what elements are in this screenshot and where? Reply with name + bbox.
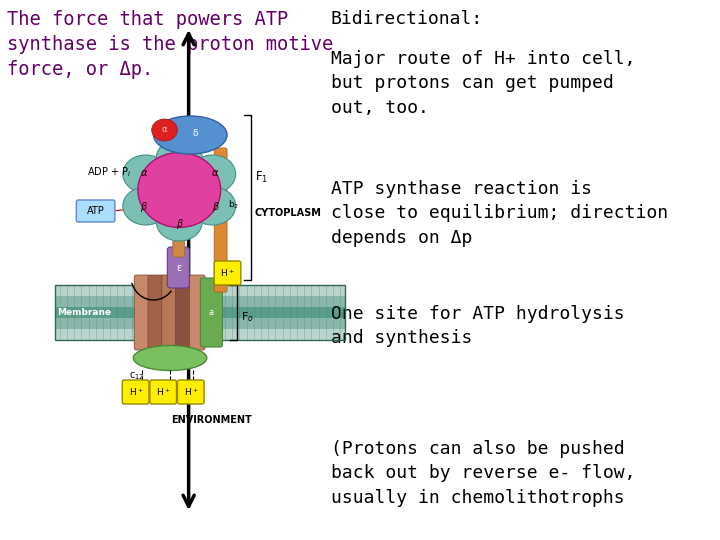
Text: (Protons can also be pushed
back out by reverse e- flow,
usually in chemolithotr: (Protons can also be pushed back out by … bbox=[331, 440, 636, 507]
Text: b$_2$: b$_2$ bbox=[228, 199, 239, 211]
Text: One site for ATP hydrolysis
and synthesis: One site for ATP hydrolysis and synthesi… bbox=[331, 305, 624, 347]
Text: ADP + P$_i$: ADP + P$_i$ bbox=[87, 165, 132, 179]
FancyBboxPatch shape bbox=[214, 148, 227, 292]
Text: α: α bbox=[140, 168, 147, 178]
Text: δ: δ bbox=[192, 129, 197, 138]
FancyBboxPatch shape bbox=[214, 261, 241, 285]
Polygon shape bbox=[55, 318, 345, 329]
Text: Bidirectional:: Bidirectional: bbox=[331, 10, 483, 28]
Text: Major route of H+ into cell,
but protons can get pumped
out, too.: Major route of H+ into cell, but protons… bbox=[331, 50, 636, 117]
Ellipse shape bbox=[156, 139, 202, 177]
FancyBboxPatch shape bbox=[150, 380, 176, 404]
Ellipse shape bbox=[138, 152, 220, 227]
Text: H$^+$: H$^+$ bbox=[129, 386, 143, 398]
Ellipse shape bbox=[123, 155, 168, 193]
FancyBboxPatch shape bbox=[176, 275, 192, 350]
Ellipse shape bbox=[189, 155, 235, 193]
FancyBboxPatch shape bbox=[148, 275, 163, 350]
Ellipse shape bbox=[189, 187, 235, 225]
Text: CYTOPLASM: CYTOPLASM bbox=[255, 207, 322, 218]
FancyBboxPatch shape bbox=[189, 275, 205, 350]
FancyBboxPatch shape bbox=[177, 380, 204, 404]
Ellipse shape bbox=[133, 346, 207, 370]
FancyBboxPatch shape bbox=[134, 275, 150, 350]
Text: a: a bbox=[209, 308, 214, 317]
FancyBboxPatch shape bbox=[200, 278, 222, 347]
Text: α: α bbox=[162, 125, 167, 134]
Polygon shape bbox=[55, 307, 345, 318]
Text: β: β bbox=[176, 219, 182, 229]
Text: Membrane: Membrane bbox=[57, 308, 111, 317]
Text: H$^+$: H$^+$ bbox=[156, 386, 171, 398]
FancyBboxPatch shape bbox=[122, 380, 149, 404]
Text: H$^+$: H$^+$ bbox=[220, 267, 235, 279]
FancyBboxPatch shape bbox=[173, 178, 185, 257]
Polygon shape bbox=[55, 329, 345, 340]
Ellipse shape bbox=[156, 203, 202, 241]
Text: ENVIRONMENT: ENVIRONMENT bbox=[171, 415, 252, 425]
Text: F$_o$: F$_o$ bbox=[241, 310, 253, 325]
Text: ATP synthase reaction is
close to equilibrium; direction
depends on Δp: ATP synthase reaction is close to equili… bbox=[331, 180, 668, 247]
FancyBboxPatch shape bbox=[167, 247, 189, 288]
Ellipse shape bbox=[152, 119, 177, 141]
Text: ATP: ATP bbox=[86, 206, 104, 216]
Ellipse shape bbox=[153, 116, 227, 154]
FancyBboxPatch shape bbox=[76, 200, 115, 222]
Text: c$_{12}$: c$_{12}$ bbox=[129, 370, 144, 382]
Text: H$^+$: H$^+$ bbox=[184, 386, 199, 398]
Text: β: β bbox=[212, 202, 218, 212]
Ellipse shape bbox=[123, 187, 168, 225]
Text: The force that powers ATP
synthase is the proton motive
force, or Δp.: The force that powers ATP synthase is th… bbox=[7, 10, 333, 79]
Text: ε: ε bbox=[176, 263, 182, 273]
Text: F$_1$: F$_1$ bbox=[255, 170, 268, 185]
Text: α: α bbox=[212, 168, 218, 178]
Text: β: β bbox=[140, 202, 147, 212]
Polygon shape bbox=[55, 285, 345, 296]
Polygon shape bbox=[55, 296, 345, 307]
FancyBboxPatch shape bbox=[162, 275, 177, 350]
